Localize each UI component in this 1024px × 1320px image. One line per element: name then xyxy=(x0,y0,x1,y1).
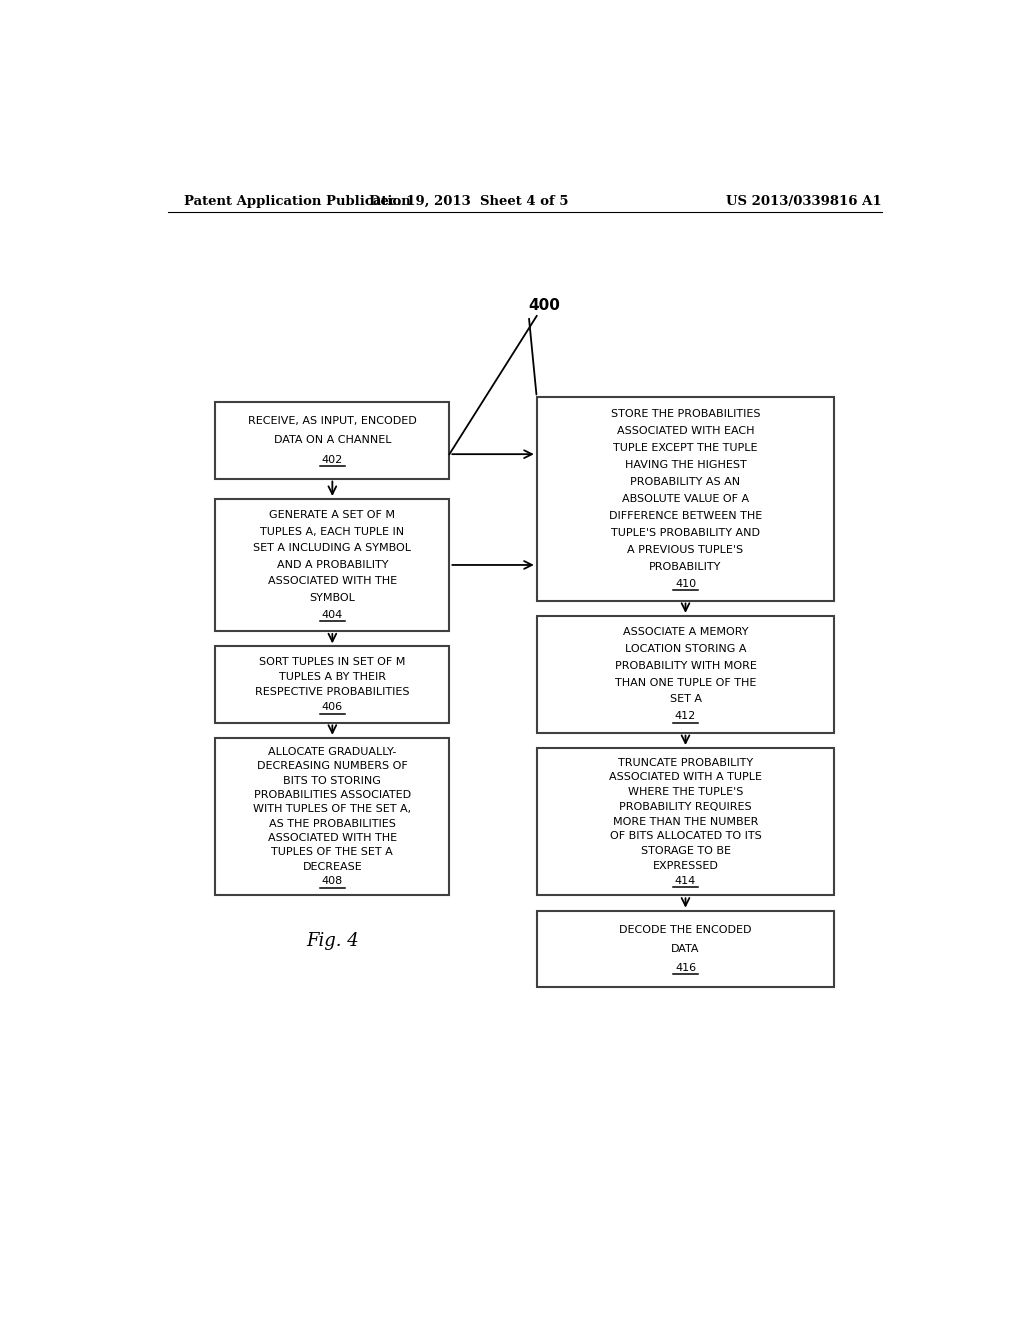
Text: 410: 410 xyxy=(675,578,696,589)
Text: ASSOCIATED WITH THE: ASSOCIATED WITH THE xyxy=(268,833,397,843)
Text: PROBABILITY: PROBABILITY xyxy=(649,561,722,572)
Text: 412: 412 xyxy=(675,711,696,721)
Text: 414: 414 xyxy=(675,875,696,886)
Text: DATA: DATA xyxy=(672,944,699,953)
Text: RECEIVE, AS INPUT, ENCODED: RECEIVE, AS INPUT, ENCODED xyxy=(248,416,417,426)
Text: STORE THE PROBABILITIES: STORE THE PROBABILITIES xyxy=(610,409,760,420)
Bar xyxy=(215,403,450,479)
Text: SET A INCLUDING A SYMBOL: SET A INCLUDING A SYMBOL xyxy=(253,544,412,553)
Text: 406: 406 xyxy=(322,702,343,713)
Text: ALLOCATE GRADUALLY-: ALLOCATE GRADUALLY- xyxy=(268,747,396,758)
Text: SET A: SET A xyxy=(670,694,701,705)
Text: ASSOCIATED WITH EACH: ASSOCIATED WITH EACH xyxy=(616,426,755,436)
Bar xyxy=(537,911,835,987)
Text: PROBABILITY AS AN: PROBABILITY AS AN xyxy=(631,477,740,487)
Text: 408: 408 xyxy=(322,876,343,886)
Text: ABSOLUTE VALUE OF A: ABSOLUTE VALUE OF A xyxy=(622,494,750,504)
Text: HAVING THE HIGHEST: HAVING THE HIGHEST xyxy=(625,459,746,470)
Text: Patent Application Publication: Patent Application Publication xyxy=(183,194,411,207)
Text: EXPRESSED: EXPRESSED xyxy=(652,861,719,871)
Text: DIFFERENCE BETWEEN THE: DIFFERENCE BETWEEN THE xyxy=(609,511,762,521)
Text: 400: 400 xyxy=(528,298,561,313)
Text: 402: 402 xyxy=(322,454,343,465)
Text: ASSOCIATED WITH THE: ASSOCIATED WITH THE xyxy=(268,577,397,586)
Text: RESPECTIVE PROBABILITIES: RESPECTIVE PROBABILITIES xyxy=(255,686,410,697)
Text: STORAGE TO BE: STORAGE TO BE xyxy=(640,846,730,857)
Text: MORE THAN THE NUMBER: MORE THAN THE NUMBER xyxy=(612,817,758,826)
Bar xyxy=(537,397,835,601)
Bar xyxy=(215,647,450,722)
Text: OF BITS ALLOCATED TO ITS: OF BITS ALLOCATED TO ITS xyxy=(609,832,762,841)
Text: Fig. 4: Fig. 4 xyxy=(306,932,358,950)
Text: 416: 416 xyxy=(675,962,696,973)
Text: Dec. 19, 2013  Sheet 4 of 5: Dec. 19, 2013 Sheet 4 of 5 xyxy=(370,194,569,207)
Text: 404: 404 xyxy=(322,610,343,619)
Bar xyxy=(215,738,450,895)
Text: A PREVIOUS TUPLE'S: A PREVIOUS TUPLE'S xyxy=(628,545,743,554)
Text: SORT TUPLES IN SET OF M: SORT TUPLES IN SET OF M xyxy=(259,656,406,667)
Text: TRUNCATE PROBABILITY: TRUNCATE PROBABILITY xyxy=(617,758,753,768)
Text: AS THE PROBABILITIES: AS THE PROBABILITIES xyxy=(269,818,396,829)
Text: TUPLES A, EACH TUPLE IN: TUPLES A, EACH TUPLE IN xyxy=(260,527,404,537)
Text: TUPLES A BY THEIR: TUPLES A BY THEIR xyxy=(279,672,386,681)
Text: THAN ONE TUPLE OF THE: THAN ONE TUPLE OF THE xyxy=(614,677,756,688)
Text: PROBABILITY WITH MORE: PROBABILITY WITH MORE xyxy=(614,661,757,671)
Text: WITH TUPLES OF THE SET A,: WITH TUPLES OF THE SET A, xyxy=(253,804,412,814)
Text: BITS TO STORING: BITS TO STORING xyxy=(284,776,381,785)
Text: DECODE THE ENCODED: DECODE THE ENCODED xyxy=(620,924,752,935)
Text: PROBABILITIES ASSOCIATED: PROBABILITIES ASSOCIATED xyxy=(254,791,411,800)
Bar xyxy=(537,748,835,895)
Text: TUPLES OF THE SET A: TUPLES OF THE SET A xyxy=(271,847,393,857)
Text: US 2013/0339816 A1: US 2013/0339816 A1 xyxy=(726,194,882,207)
Text: PROBABILITY REQUIRES: PROBABILITY REQUIRES xyxy=(620,801,752,812)
Bar xyxy=(537,615,835,733)
Text: SYMBOL: SYMBOL xyxy=(309,593,355,603)
Text: ASSOCIATED WITH A TUPLE: ASSOCIATED WITH A TUPLE xyxy=(609,772,762,783)
Bar xyxy=(215,499,450,631)
Text: TUPLE'S PROBABILITY AND: TUPLE'S PROBABILITY AND xyxy=(611,528,760,537)
Text: WHERE THE TUPLE'S: WHERE THE TUPLE'S xyxy=(628,787,743,797)
Text: ASSOCIATE A MEMORY: ASSOCIATE A MEMORY xyxy=(623,627,749,638)
Text: DECREASE: DECREASE xyxy=(302,862,362,871)
Text: LOCATION STORING A: LOCATION STORING A xyxy=(625,644,746,655)
Text: DATA ON A CHANNEL: DATA ON A CHANNEL xyxy=(273,436,391,445)
Text: DECREASING NUMBERS OF: DECREASING NUMBERS OF xyxy=(257,762,408,771)
Text: TUPLE EXCEPT THE TUPLE: TUPLE EXCEPT THE TUPLE xyxy=(613,444,758,453)
Text: GENERATE A SET OF M: GENERATE A SET OF M xyxy=(269,511,395,520)
Text: AND A PROBABILITY: AND A PROBABILITY xyxy=(276,560,388,570)
